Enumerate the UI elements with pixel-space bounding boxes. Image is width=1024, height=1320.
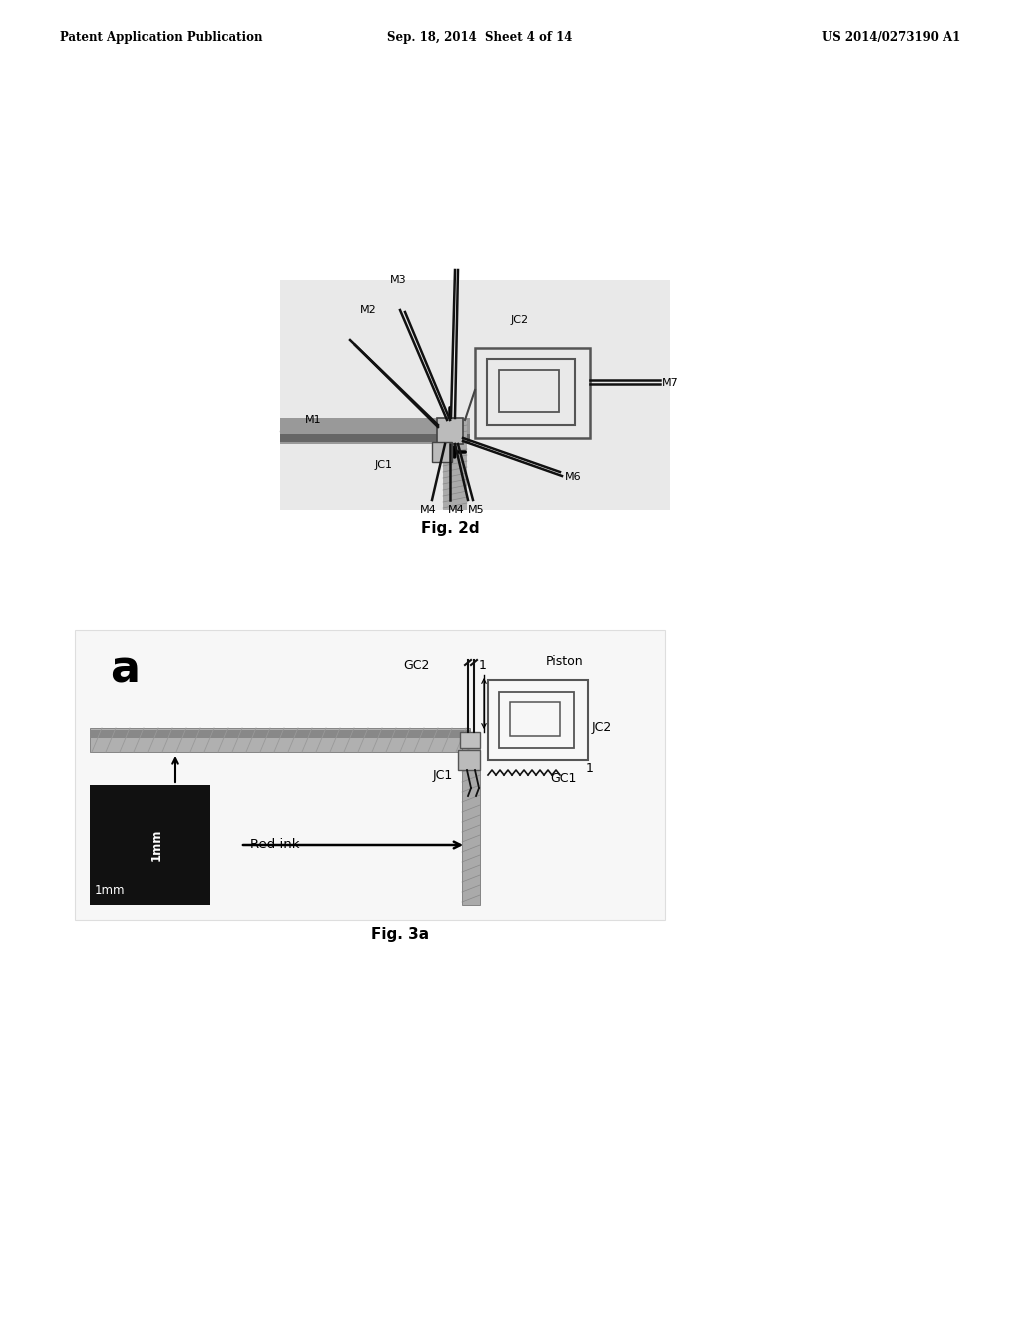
Text: 1: 1 [586, 762, 594, 775]
Text: JC2: JC2 [592, 722, 612, 734]
Text: 1mm: 1mm [150, 829, 163, 861]
Text: Piston: Piston [546, 655, 584, 668]
Bar [510, 702, 560, 737]
Text: Red ink: Red ink [250, 838, 299, 851]
Text: H$_2$O: H$_2$O [162, 789, 188, 805]
Text: M2: M2 [360, 305, 377, 315]
Bar [458, 750, 480, 770]
Bar [280, 434, 470, 442]
Text: JC2: JC2 [511, 315, 529, 325]
Text: M5: M5 [468, 506, 484, 515]
Bar [460, 733, 480, 748]
Text: a: a [110, 648, 140, 692]
Text: JC1: JC1 [375, 459, 393, 470]
Bar [280, 280, 670, 510]
Text: M4: M4 [420, 506, 436, 515]
Bar [475, 348, 590, 438]
Text: GC1: GC1 [550, 771, 577, 784]
Bar [487, 359, 575, 425]
Text: JC1: JC1 [433, 768, 453, 781]
Bar [437, 418, 463, 444]
Text: 1mm: 1mm [95, 884, 126, 898]
Bar [280, 418, 470, 444]
Bar [75, 630, 665, 920]
Bar [499, 370, 559, 412]
Text: Sep. 18, 2014  Sheet 4 of 14: Sep. 18, 2014 Sheet 4 of 14 [387, 30, 572, 44]
Bar [90, 730, 470, 738]
Text: Fig. 3a: Fig. 3a [371, 928, 429, 942]
Text: M3: M3 [390, 275, 407, 285]
Bar [90, 729, 470, 752]
Bar [432, 442, 452, 462]
Bar [488, 680, 588, 760]
Text: Patent Application Publication: Patent Application Publication [60, 30, 262, 44]
Bar [462, 741, 480, 906]
Text: US 2014/0273190 A1: US 2014/0273190 A1 [821, 30, 961, 44]
Bar [90, 785, 210, 906]
Text: 1: 1 [479, 659, 487, 672]
Text: M1: M1 [305, 414, 322, 425]
Bar [443, 420, 467, 510]
Text: GC2: GC2 [403, 659, 430, 672]
Text: M7: M7 [662, 378, 679, 388]
Text: M4: M4 [449, 506, 465, 515]
Text: Fig. 2d: Fig. 2d [421, 520, 479, 536]
Bar [499, 692, 574, 748]
Text: M6: M6 [565, 473, 582, 482]
